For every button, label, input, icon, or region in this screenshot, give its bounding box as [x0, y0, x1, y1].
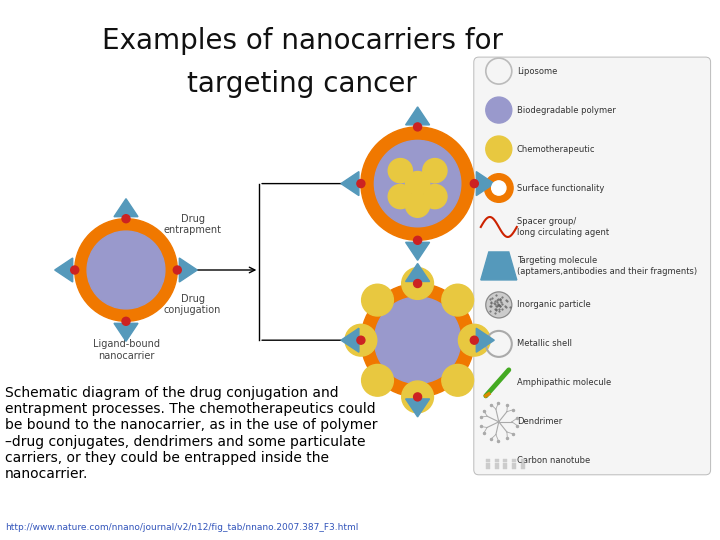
Polygon shape [477, 172, 495, 195]
Circle shape [442, 284, 474, 316]
Circle shape [71, 266, 78, 274]
Text: targeting cancer: targeting cancer [187, 70, 418, 98]
Circle shape [486, 292, 512, 318]
Polygon shape [179, 258, 197, 282]
Circle shape [486, 136, 512, 162]
Text: Amphipathic molecule: Amphipathic molecule [517, 379, 611, 387]
Polygon shape [481, 252, 517, 280]
Circle shape [459, 325, 490, 356]
Text: Chemotherapeutic: Chemotherapeutic [517, 145, 595, 153]
Circle shape [374, 140, 461, 227]
Text: Carbon nanotube: Carbon nanotube [517, 456, 590, 465]
Circle shape [405, 193, 430, 217]
Polygon shape [341, 328, 359, 352]
Circle shape [492, 181, 506, 195]
Circle shape [423, 159, 447, 183]
Polygon shape [477, 328, 495, 352]
Circle shape [361, 284, 474, 397]
Text: Biodegradable polymer: Biodegradable polymer [517, 105, 616, 114]
Bar [503, 460, 508, 462]
Text: Drug
entrapment: Drug entrapment [163, 214, 222, 235]
Text: Targeting molecule
(aptamers,antibodies and their fragments): Targeting molecule (aptamers,antibodies … [517, 256, 697, 275]
Text: http://www.nature.com/nnano/journal/v2/n12/fig_tab/nnano.2007.387_F3.html: http://www.nature.com/nnano/journal/v2/n… [5, 523, 359, 532]
Bar [521, 460, 525, 462]
Circle shape [442, 364, 474, 396]
Circle shape [486, 97, 512, 123]
Text: Schematic diagram of the drug conjugation and
entrapment processes. The chemothe: Schematic diagram of the drug conjugatio… [5, 386, 377, 481]
Polygon shape [405, 107, 430, 125]
Circle shape [357, 180, 365, 187]
Text: Drug
conjugation: Drug conjugation [164, 294, 221, 315]
Polygon shape [114, 199, 138, 217]
Circle shape [357, 336, 365, 344]
Polygon shape [405, 399, 430, 417]
Text: Metallic shell: Metallic shell [517, 339, 572, 348]
Bar [521, 466, 525, 469]
Circle shape [470, 180, 478, 187]
Bar [486, 460, 490, 462]
Circle shape [402, 268, 433, 299]
Circle shape [345, 325, 377, 356]
Text: Dendrimer: Dendrimer [517, 417, 562, 426]
Circle shape [402, 381, 433, 413]
Bar [521, 463, 525, 466]
Circle shape [374, 297, 461, 383]
Bar [495, 460, 498, 462]
Text: Inorganic particle: Inorganic particle [517, 300, 590, 309]
Polygon shape [405, 242, 430, 260]
Text: Surface functionality: Surface functionality [517, 184, 604, 192]
Circle shape [405, 172, 430, 195]
Text: Spacer group/
long circulating agent: Spacer group/ long circulating agent [517, 217, 609, 237]
Circle shape [413, 393, 422, 401]
Bar [512, 460, 516, 462]
Bar [512, 463, 516, 466]
Polygon shape [55, 258, 73, 282]
Polygon shape [405, 264, 430, 281]
Bar [495, 463, 498, 466]
Text: Ligand-bound
nanocarrier: Ligand-bound nanocarrier [92, 339, 160, 361]
Circle shape [485, 174, 513, 202]
Circle shape [174, 266, 181, 274]
Circle shape [423, 185, 447, 208]
Circle shape [413, 280, 422, 287]
Polygon shape [114, 323, 138, 341]
Bar [486, 463, 490, 466]
Circle shape [388, 159, 413, 183]
Circle shape [413, 123, 422, 131]
Bar [495, 466, 498, 469]
Text: Liposome: Liposome [517, 66, 557, 76]
Circle shape [361, 364, 393, 396]
Circle shape [470, 336, 478, 344]
Bar [503, 463, 508, 466]
Circle shape [87, 231, 165, 309]
Circle shape [122, 318, 130, 325]
Circle shape [361, 127, 474, 240]
Circle shape [388, 185, 413, 208]
Circle shape [361, 284, 393, 316]
Bar [486, 466, 490, 469]
Polygon shape [341, 172, 359, 195]
Circle shape [122, 215, 130, 222]
Bar [512, 466, 516, 469]
Circle shape [413, 237, 422, 244]
Text: Examples of nanocarriers for: Examples of nanocarriers for [102, 27, 503, 55]
Circle shape [75, 219, 177, 321]
FancyBboxPatch shape [474, 57, 711, 475]
Bar [503, 466, 508, 469]
